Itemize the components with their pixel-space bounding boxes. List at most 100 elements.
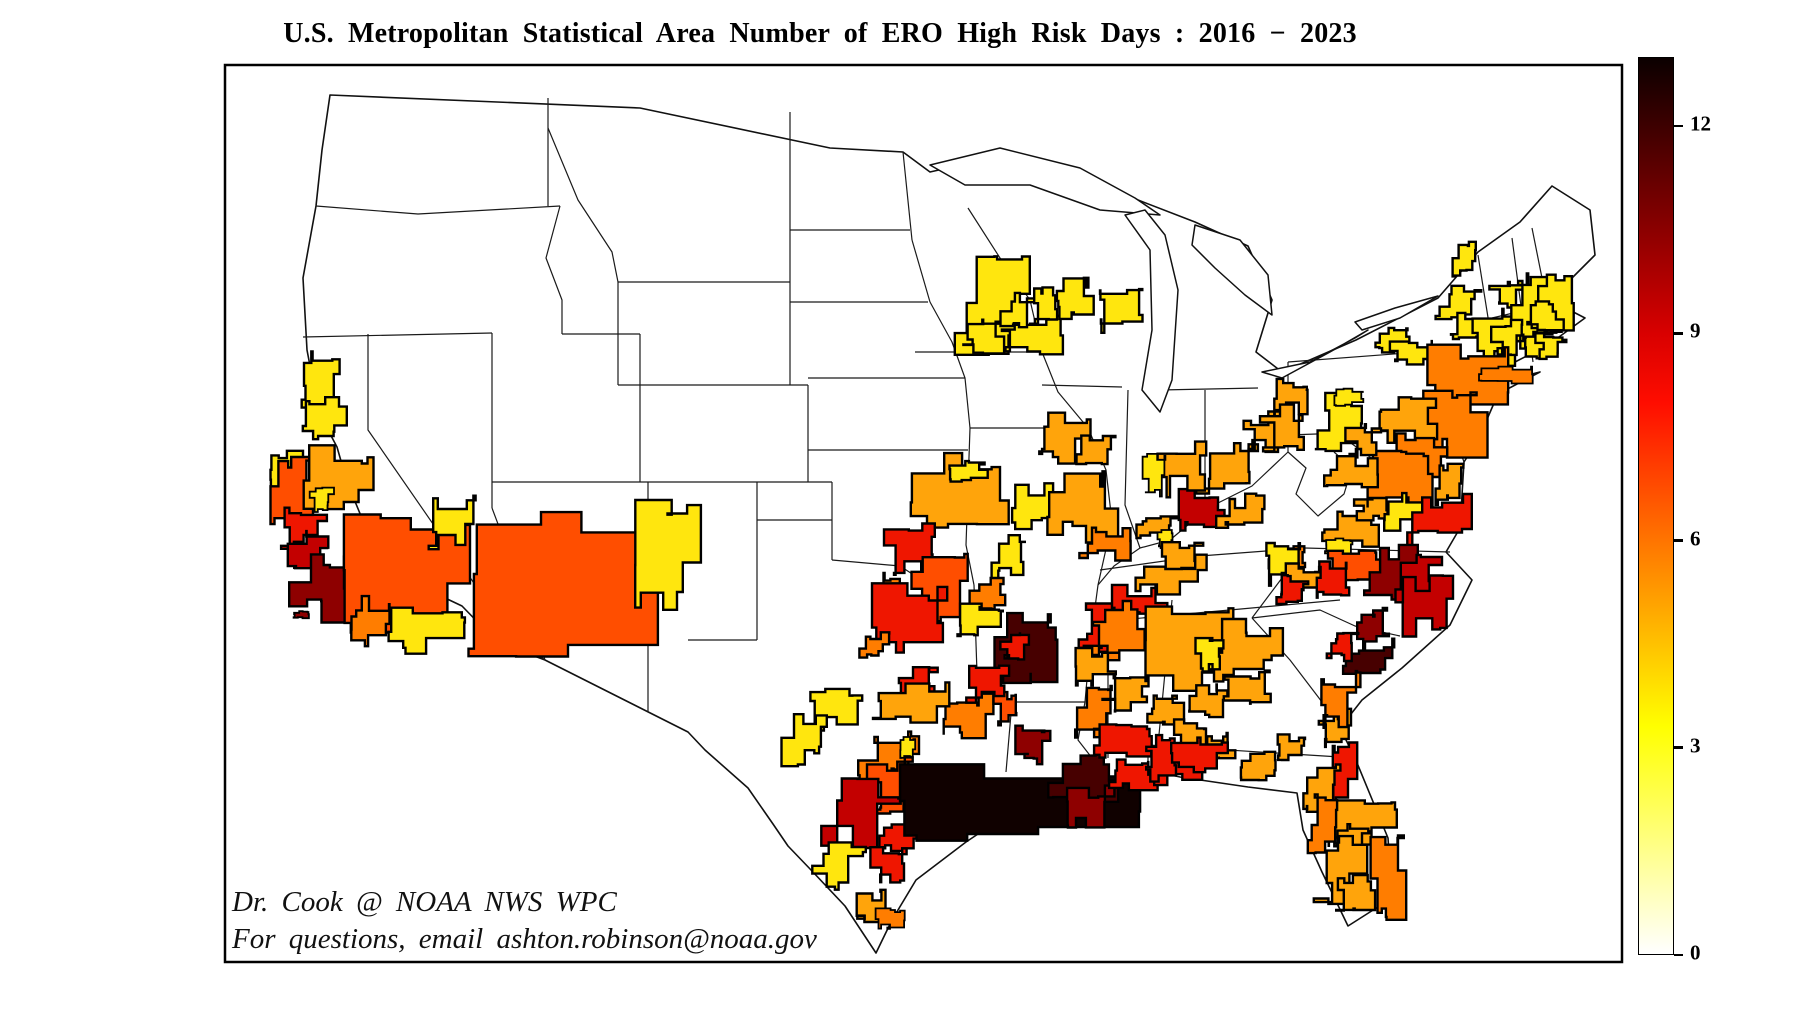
msa-region-sumter	[1194, 636, 1225, 673]
msa-region-montgomery	[1101, 674, 1150, 713]
msa-region-panama-city	[1276, 733, 1307, 762]
state-border-line	[545, 205, 563, 334]
msa-region-carbondale	[1078, 526, 1132, 562]
msa-region-san-diego	[350, 594, 391, 648]
state-border-line	[1511, 237, 1522, 307]
colorbar-tick-label: 6	[1690, 526, 1701, 551]
colorbar-tick-mark	[1674, 746, 1683, 750]
msa-region-williamsport	[1333, 387, 1365, 407]
msa-region-fayetteville-ar	[956, 602, 1004, 638]
msa-region-long-island	[1478, 365, 1534, 385]
msa-region-cincinnati-dayton	[1195, 442, 1260, 495]
msa-region-tallahassee	[1239, 750, 1277, 782]
msa-region-charleston-sc	[1320, 671, 1362, 729]
map-frame	[223, 63, 1624, 964]
msa-region-channel-islands	[292, 610, 310, 620]
colorbar-tick-mark	[1674, 124, 1683, 128]
msa-region-hot-springs	[942, 692, 995, 740]
msa-region-fl-east-coast	[1369, 834, 1408, 921]
msa-region-las-vegas	[427, 494, 477, 551]
colorbar-tick-mark	[1674, 332, 1683, 335]
msa-region-greenville-ms	[999, 632, 1031, 661]
lake-michigan	[1124, 209, 1179, 413]
state-border-line	[302, 332, 493, 338]
msa-layer	[269, 240, 1575, 930]
msa-region-pensacola	[1145, 733, 1178, 783]
msa-region-cape-coral-naples	[1335, 873, 1377, 912]
state-border-line	[1041, 351, 1089, 429]
msa-region-dallas-fort-worth	[871, 681, 951, 724]
msa-region-hattiesburg	[1092, 723, 1153, 759]
great-lakes	[929, 147, 1439, 413]
msa-region-chico	[301, 396, 348, 441]
state-border-line	[1041, 384, 1123, 388]
msa-region-green-bay	[1055, 276, 1095, 321]
msa-region-greenville-sc	[1275, 574, 1310, 606]
msa-region-yuba-city	[308, 486, 335, 513]
msa-region-yuma-el-centro	[387, 606, 467, 655]
msa-region-charlotte	[1314, 560, 1351, 599]
msa-region-shreveport-texarkana	[965, 664, 1011, 704]
msa-region-tampa	[1306, 793, 1339, 855]
colorbar-tick-label: 12	[1690, 111, 1711, 136]
msa-region-harrisburg-york	[1378, 396, 1439, 444]
attribution-line-1: Dr. Cook @ NOAA NWS WPC	[232, 886, 617, 918]
msa-region-phoenix-tucson	[467, 510, 660, 658]
state-border-line	[1159, 387, 1259, 391]
colorbar-tick-mark	[1674, 539, 1683, 542]
msa-region-fort-walton-beach	[1170, 736, 1229, 774]
msa-region-springfield-ma	[1490, 318, 1524, 357]
colorbar-tick-label: 9	[1690, 318, 1701, 343]
state-border-line	[315, 205, 561, 215]
msa-region-eastern-arizona	[634, 498, 703, 611]
msa-region-providence	[1534, 332, 1568, 361]
colorbar-tick-label: 0	[1690, 940, 1701, 965]
msa-region-new-orleans	[1065, 784, 1116, 829]
msa-region-nashville	[1134, 553, 1208, 596]
attribution-line-2: For questions, email ashton.robinson@noa…	[232, 923, 817, 955]
msa-region-natchez	[1014, 724, 1052, 766]
lake-superior	[929, 147, 1161, 216]
msa-region-macon	[1188, 683, 1229, 719]
state-border-line	[1124, 389, 1141, 549]
msa-region-champaign	[1075, 434, 1117, 466]
msa-region-la-crosse	[1000, 314, 1065, 356]
msa-region-salisbury-delmarva	[1434, 462, 1465, 507]
msa-region-jonesboro	[992, 690, 1018, 727]
msa-region-wichita-falls	[858, 631, 891, 659]
msa-region-wilmington-nc	[1356, 606, 1391, 651]
msa-region-washington-dc	[1366, 449, 1434, 508]
msa-region-columbia-sc	[1212, 617, 1285, 683]
msa-region-san-angelo	[780, 713, 828, 768]
msa-region-peoria-bloomington	[1038, 411, 1092, 465]
msa-region-myrtle-beach	[1341, 637, 1396, 675]
state-border-line	[929, 301, 971, 429]
lake-ontario	[1354, 295, 1439, 331]
msa-region-terre-haute	[1141, 453, 1167, 498]
map-title: U.S. Metropolitan Statistical Area Numbe…	[283, 18, 1357, 49]
msa-region-roanoke-lynchburg	[1323, 455, 1379, 489]
msa-region-del-rio-eagle-pass	[811, 841, 867, 891]
msa-region-brownsville	[874, 907, 906, 930]
msa-region-st-joseph	[948, 459, 989, 483]
attribution: Dr. Cook @ NOAA NWS WPC For questions, e…	[232, 884, 817, 958]
msa-region-corpus-christi	[869, 846, 908, 884]
msa-region-augusta	[1222, 669, 1272, 705]
msa-region-pittsburgh	[1258, 403, 1305, 453]
msa-region-appleton-oshkosh	[1098, 287, 1144, 334]
msa-region-eau-claire	[999, 291, 1042, 329]
colorbar: 12 9 6 3 0	[1638, 57, 1711, 965]
colorbar-gradient	[1638, 57, 1674, 955]
colorbar-tick-label: 3	[1690, 733, 1701, 758]
msa-region-coastal-nc	[1401, 574, 1455, 638]
colorbar-tick-mark	[1674, 953, 1683, 957]
msa-region-waco-notch	[899, 736, 917, 759]
msa-region-lexington	[1215, 492, 1266, 529]
state-border-line	[911, 239, 931, 303]
msa-region-wausau	[1028, 286, 1059, 326]
state-border-line	[547, 127, 619, 283]
msa-region-florence-sc	[1325, 631, 1360, 663]
state-border-line	[902, 151, 913, 241]
lake-huron	[1191, 224, 1273, 316]
